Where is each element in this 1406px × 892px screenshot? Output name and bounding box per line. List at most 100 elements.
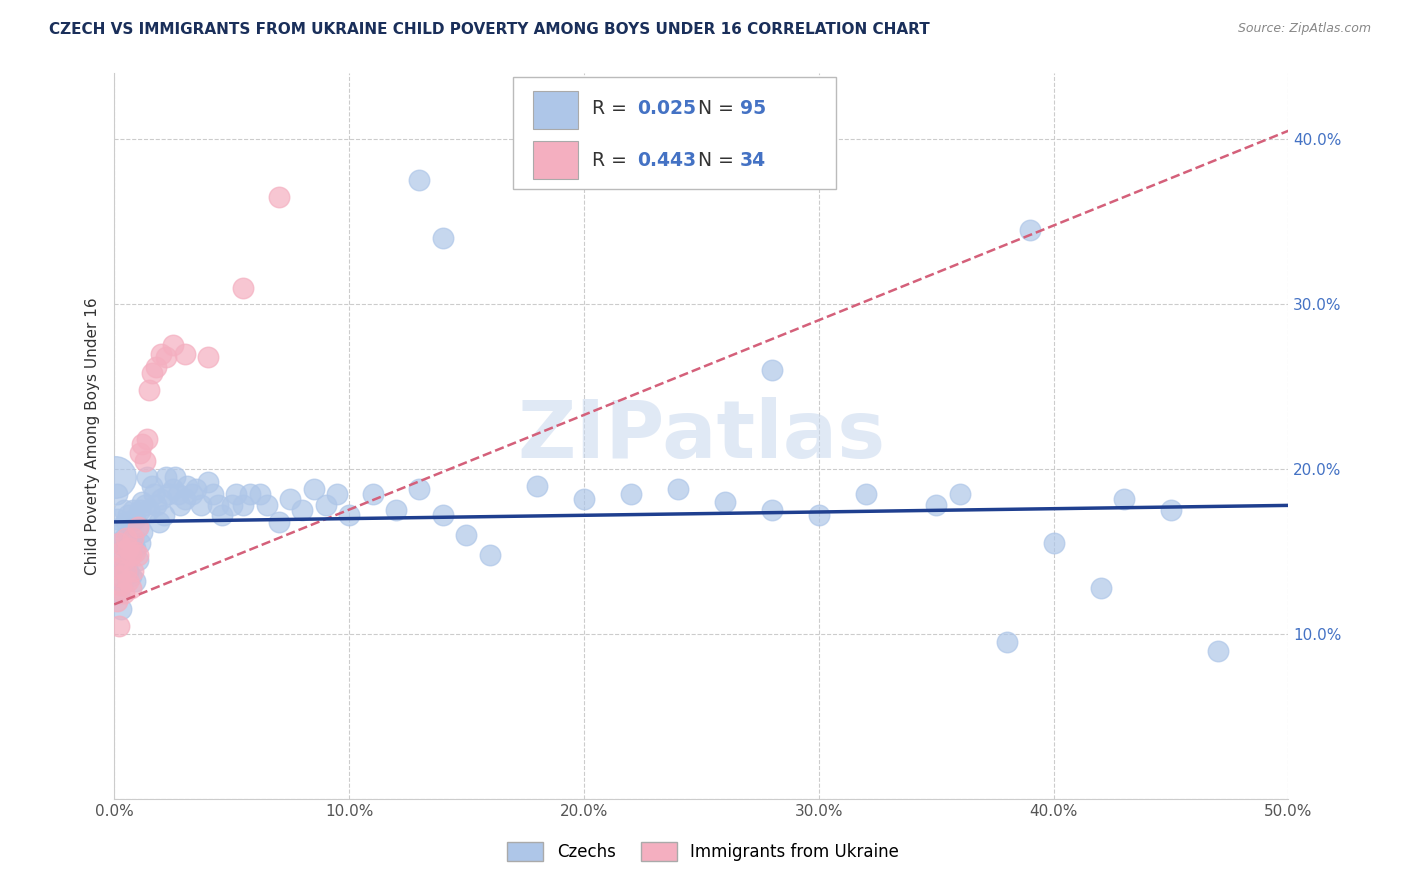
Point [186, 482, 208, 496]
Text: R =: R = [592, 99, 633, 118]
Point [157, 487, 180, 501]
Point [176, 478, 198, 492]
Point [120, 515, 142, 529]
Point [145, 359, 167, 374]
Point [225, 487, 247, 501]
Point [129, 445, 152, 459]
Point [120, 569, 142, 583]
Point [145, 499, 167, 513]
Point [115, 565, 138, 579]
Text: ZIPatlas: ZIPatlas [517, 397, 886, 475]
Point [136, 470, 159, 484]
Point [112, 586, 135, 600]
Point [112, 503, 135, 517]
Point [150, 346, 173, 360]
Point [105, 594, 128, 608]
Point [124, 541, 146, 556]
Point [337, 508, 360, 523]
Point [190, 499, 212, 513]
Point [138, 503, 160, 517]
Point [761, 363, 783, 377]
Point [105, 561, 128, 575]
Point [112, 532, 135, 546]
Point [105, 511, 128, 525]
Point [110, 548, 132, 562]
Point [124, 574, 146, 589]
Point [256, 499, 278, 513]
Point [408, 482, 430, 496]
Point [456, 528, 478, 542]
Point [1019, 223, 1042, 237]
Point [108, 561, 131, 575]
Point [117, 541, 139, 556]
Point [124, 544, 146, 558]
Point [1206, 643, 1229, 657]
Point [807, 508, 830, 523]
Point [855, 487, 877, 501]
Point [173, 346, 195, 360]
Point [761, 503, 783, 517]
Point [134, 499, 156, 513]
Point [526, 478, 548, 492]
Point [211, 508, 233, 523]
Point [117, 508, 139, 523]
Point [115, 569, 138, 583]
Point [115, 532, 138, 546]
Point [385, 503, 408, 517]
Point [127, 520, 149, 534]
Point [108, 586, 131, 600]
Point [232, 499, 254, 513]
Point [408, 173, 430, 187]
Point [714, 495, 737, 509]
Text: 95: 95 [740, 99, 766, 118]
Point [232, 280, 254, 294]
Point [117, 574, 139, 589]
Point [291, 503, 314, 517]
Point [127, 548, 149, 562]
Point [1090, 581, 1112, 595]
Point [110, 602, 132, 616]
Point [180, 487, 202, 501]
FancyBboxPatch shape [533, 91, 578, 128]
Point [110, 520, 132, 534]
Point [115, 541, 138, 556]
Point [129, 536, 152, 550]
Point [108, 536, 131, 550]
Point [115, 515, 138, 529]
Point [108, 619, 131, 633]
Point [302, 482, 325, 496]
Point [150, 491, 173, 506]
Text: 0.443: 0.443 [637, 151, 696, 169]
Point [267, 515, 290, 529]
Point [120, 581, 142, 595]
Point [122, 503, 145, 517]
Point [166, 487, 188, 501]
Y-axis label: Child Poverty Among Boys Under 16: Child Poverty Among Boys Under 16 [86, 297, 100, 574]
Point [129, 503, 152, 517]
Point [131, 495, 153, 509]
Point [148, 515, 170, 529]
Text: Source: ZipAtlas.com: Source: ZipAtlas.com [1237, 22, 1371, 36]
Point [104, 470, 127, 484]
Point [221, 499, 243, 513]
Text: 34: 34 [740, 151, 766, 169]
Point [143, 487, 166, 501]
Point [112, 561, 135, 575]
Point [134, 454, 156, 468]
Point [152, 508, 174, 523]
Text: N =: N = [697, 151, 740, 169]
Text: R =: R = [592, 151, 633, 169]
Point [122, 565, 145, 579]
Point [173, 491, 195, 506]
Point [620, 487, 643, 501]
Point [1160, 503, 1182, 517]
Point [432, 508, 454, 523]
Point [197, 475, 219, 490]
Point [197, 350, 219, 364]
Point [267, 190, 290, 204]
Point [162, 338, 184, 352]
Point [120, 548, 142, 562]
Point [110, 577, 132, 591]
FancyBboxPatch shape [533, 142, 578, 179]
Point [138, 383, 160, 397]
